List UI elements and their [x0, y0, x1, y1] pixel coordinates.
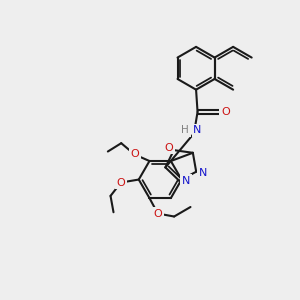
Text: O: O — [153, 208, 162, 218]
Text: O: O — [221, 107, 230, 117]
Text: O: O — [164, 143, 173, 153]
Text: O: O — [117, 178, 125, 188]
Text: N: N — [199, 168, 207, 178]
Text: H: H — [181, 125, 189, 135]
Text: N: N — [182, 176, 190, 186]
Text: N: N — [194, 125, 202, 135]
Text: O: O — [130, 149, 139, 160]
